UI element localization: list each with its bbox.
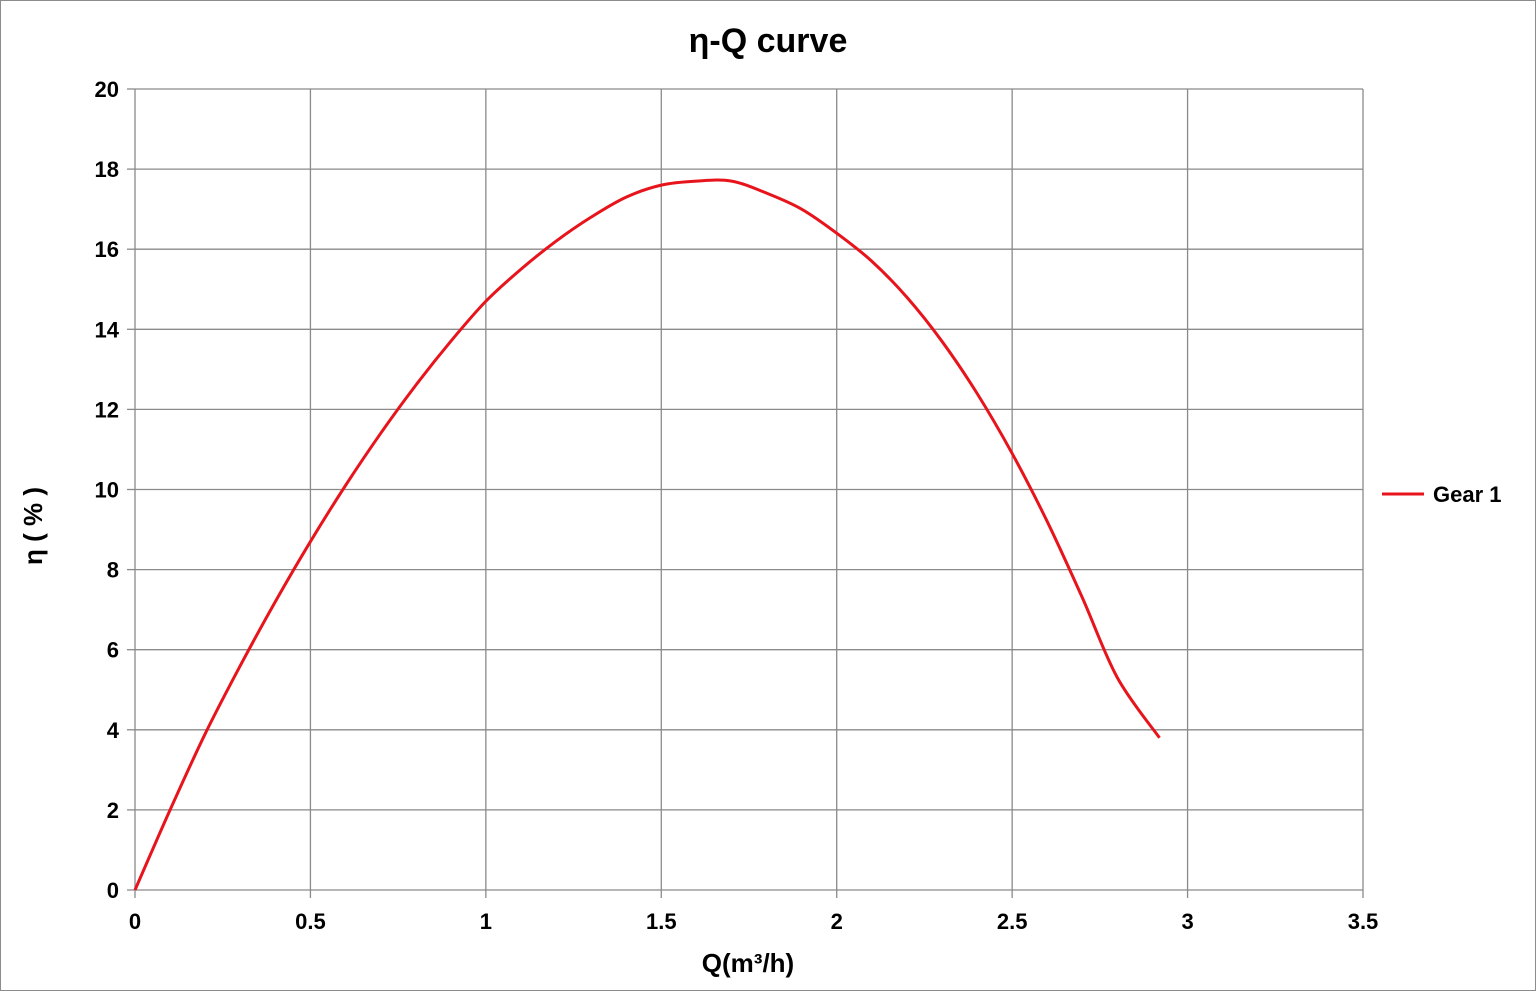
y-tick-label: 18	[95, 157, 119, 182]
y-axis-ticks: 0 2 4 6 8 10 12 14 16 18 20	[95, 77, 120, 903]
legend-label-gear-1: Gear 1	[1433, 482, 1502, 507]
y-axis-title: η ( % )	[18, 487, 48, 565]
x-tick-label: 3.5	[1348, 909, 1379, 934]
y-tick-label: 2	[107, 798, 119, 823]
y-tick-label: 16	[95, 237, 119, 262]
series-line-gear-1	[133, 178, 1161, 891]
x-tick-label: 1.5	[646, 909, 677, 934]
y-tick-label: 12	[95, 397, 119, 422]
y-tick-label: 8	[107, 558, 119, 583]
x-tick-label: 2.5	[997, 909, 1028, 934]
x-tick-label: 1	[480, 909, 492, 934]
y-tick-label: 10	[95, 478, 119, 503]
y-tick-label: 20	[95, 77, 119, 102]
x-axis-ticks: 0 0.5 1 1.5 2 2.5 3 3.5	[129, 909, 1378, 934]
x-axis-title: Q(m³/h)	[702, 948, 794, 978]
x-tick-label: 0.5	[295, 909, 326, 934]
y-tick-label: 4	[107, 718, 120, 743]
x-tick-label: 2	[831, 909, 843, 934]
y-tick-label: 0	[107, 878, 119, 903]
grid	[127, 88, 1364, 898]
x-tick-label: 0	[129, 909, 141, 934]
legend: Gear 1	[1382, 482, 1502, 507]
y-tick-label: 6	[107, 638, 119, 663]
series-lines	[133, 178, 1161, 891]
y-tick-label: 14	[95, 317, 120, 342]
chart-title: η-Q curve	[689, 22, 848, 60]
x-tick-label: 3	[1181, 909, 1193, 934]
